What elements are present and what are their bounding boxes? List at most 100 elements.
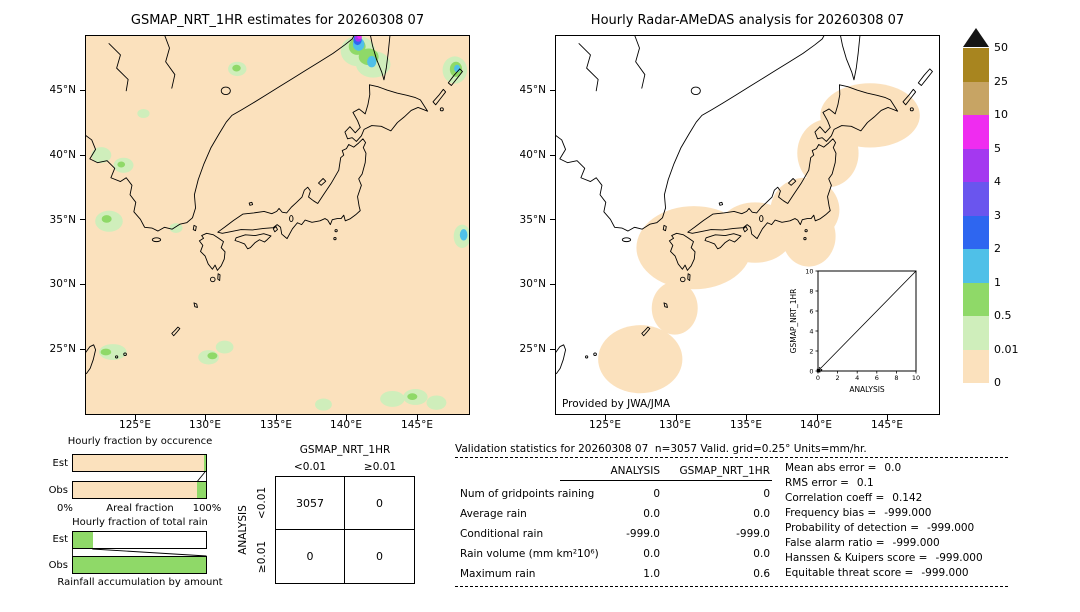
score-value: -999.000 — [935, 552, 983, 564]
inset-x-tick: 2 — [836, 374, 840, 382]
inset-x-tick: 8 — [894, 374, 898, 382]
inset-data-point — [820, 369, 823, 371]
lon-tick-label: 145°E — [401, 419, 433, 431]
colorbar-tick-label: 10 — [994, 108, 1008, 121]
lat-tick-label: 40°N — [519, 149, 546, 161]
inset-data-point — [816, 368, 821, 373]
inset-canvas: 0 2 4 6 8 10 0 2 4 6 8 10 ANALYSIS GSMAP… — [789, 267, 920, 394]
stats-value-gsmap: -999.0 — [736, 528, 770, 540]
tick-mark — [417, 415, 418, 420]
tick-mark — [887, 415, 888, 420]
score-value: 0.1 — [856, 477, 874, 489]
tick-mark — [550, 349, 555, 350]
precipitation-overlay — [91, 36, 469, 411]
inset-y-tick: 8 — [809, 287, 813, 295]
score-line: Hanssen & Kuipers score = -999.000 — [785, 552, 983, 564]
stats-row-label: Average rain — [460, 508, 527, 520]
stats-row-label: Rain volume (mm km²10⁶) — [460, 548, 599, 560]
contingency-row-label: <0.01 — [256, 486, 268, 520]
inset-y-tick: 0 — [809, 367, 813, 375]
occurrence-chart-title: Hourly fraction by occurence — [67, 436, 213, 447]
stats-value-analysis: 0.0 — [643, 548, 660, 560]
lon-tick-label: 125°E — [589, 419, 621, 431]
total-rain-chart-title: Hourly fraction of total rain — [72, 517, 208, 528]
colorbar-overflow-triangle — [963, 28, 989, 47]
row-label-est: Est — [52, 534, 68, 545]
tick-mark — [605, 415, 606, 420]
stats-row-label: Conditional rain — [460, 528, 544, 540]
lon-tick-label: 140°E — [800, 419, 832, 431]
total-rain-obs-bar — [72, 556, 207, 574]
tick-mark — [205, 415, 206, 420]
colorbar-tick-label: 4 — [994, 175, 1001, 188]
contingency-cell: 0 — [276, 530, 345, 583]
contingency-cell: 3057 — [276, 477, 345, 530]
colorbar-segment — [963, 48, 989, 82]
lat-tick-label: 45°N — [519, 84, 546, 96]
contingency-col-label: ≥0.01 — [363, 461, 397, 473]
contingency-row-label: ≥0.01 — [256, 540, 268, 574]
left-map-title: GSMAP_NRT_1HR estimates for 20260308 07 — [130, 13, 425, 28]
stats-value-analysis: 0 — [653, 488, 660, 500]
score-label: Equitable threat score = — [785, 567, 914, 579]
tick-mark — [550, 90, 555, 91]
score-label: RMS error = — [785, 477, 849, 489]
colorbar-segment — [963, 249, 989, 283]
lon-tick-label: 135°E — [260, 419, 292, 431]
colorbar-tick-label: 0 — [994, 376, 1001, 389]
stats-col-header-analysis: ANALYSIS — [610, 465, 660, 477]
lat-tick-label: 30°N — [519, 278, 546, 290]
stats-value-analysis: 1.0 — [643, 568, 660, 580]
inset-y-axis-label: GSMAP_NRT_1HR — [789, 289, 798, 354]
row-label-obs: Obs — [48, 485, 68, 496]
row-label-est: Est — [52, 458, 68, 469]
lat-tick-label: 40°N — [49, 149, 76, 161]
tick-mark — [550, 155, 555, 156]
score-line: Frequency bias = -999.000 — [785, 507, 931, 519]
tick-mark — [346, 415, 347, 420]
stats-value-analysis: 0.0 — [643, 508, 660, 520]
radar-amedas-map: 0 2 4 6 8 10 0 2 4 6 8 10 ANALYSIS GSMAP… — [555, 35, 940, 415]
colorbar-tick-label: 0.5 — [994, 309, 1012, 322]
inset-x-axis-label: ANALYSIS — [849, 385, 885, 394]
inset-data-point — [818, 367, 821, 369]
tick-mark — [80, 90, 85, 91]
colorbar-segment — [963, 148, 989, 182]
lat-tick-label: 35°N — [519, 214, 546, 226]
lat-tick-label: 25°N — [49, 343, 76, 355]
stats-row-label: Num of gridpoints raining — [460, 488, 595, 500]
lon-tick-label: 130°E — [189, 419, 221, 431]
tick-mark — [80, 155, 85, 156]
stats-row-label: Maximum rain — [460, 568, 536, 580]
colorbar-tick-label: 0.01 — [994, 342, 1019, 356]
tick-mark — [746, 415, 747, 420]
colorbar-segment — [963, 182, 989, 216]
inset-x-tick: 10 — [912, 374, 920, 382]
score-value: -999.000 — [884, 507, 932, 519]
contingency-cell: 0 — [376, 550, 383, 563]
score-value: -999.000 — [892, 537, 940, 549]
lat-tick-label: 45°N — [49, 84, 76, 96]
lon-tick-label: 140°E — [330, 419, 362, 431]
map-credit: Provided by JWA/JMA — [562, 398, 671, 410]
row-label-obs: Obs — [48, 560, 68, 571]
colorbar-tick-label: 5 — [994, 141, 1001, 155]
divider-dashed — [455, 457, 1008, 458]
score-label: Frequency bias = — [785, 507, 877, 519]
inset-y-tick: 10 — [805, 267, 813, 275]
axis-label-100pct: 100% — [192, 503, 222, 514]
tick-mark — [817, 415, 818, 420]
coastline — [556, 36, 932, 374]
score-line: Probability of detection = -999.000 — [785, 522, 974, 534]
score-line: Correlation coeff = 0.142 — [785, 492, 922, 504]
stats-value-analysis: -999.0 — [626, 528, 660, 540]
lon-tick-label: 130°E — [659, 419, 691, 431]
contingency-grid: 3057 0 0 0 — [275, 476, 415, 584]
score-label: Probability of detection = — [785, 522, 920, 534]
stats-value-gsmap: 0.0 — [753, 548, 770, 560]
inset-y-tick: 2 — [809, 347, 813, 355]
gsmap-estimates-map — [85, 35, 470, 415]
axis-label-0pct: 0% — [57, 503, 73, 514]
score-line: RMS error = 0.1 — [785, 477, 874, 489]
